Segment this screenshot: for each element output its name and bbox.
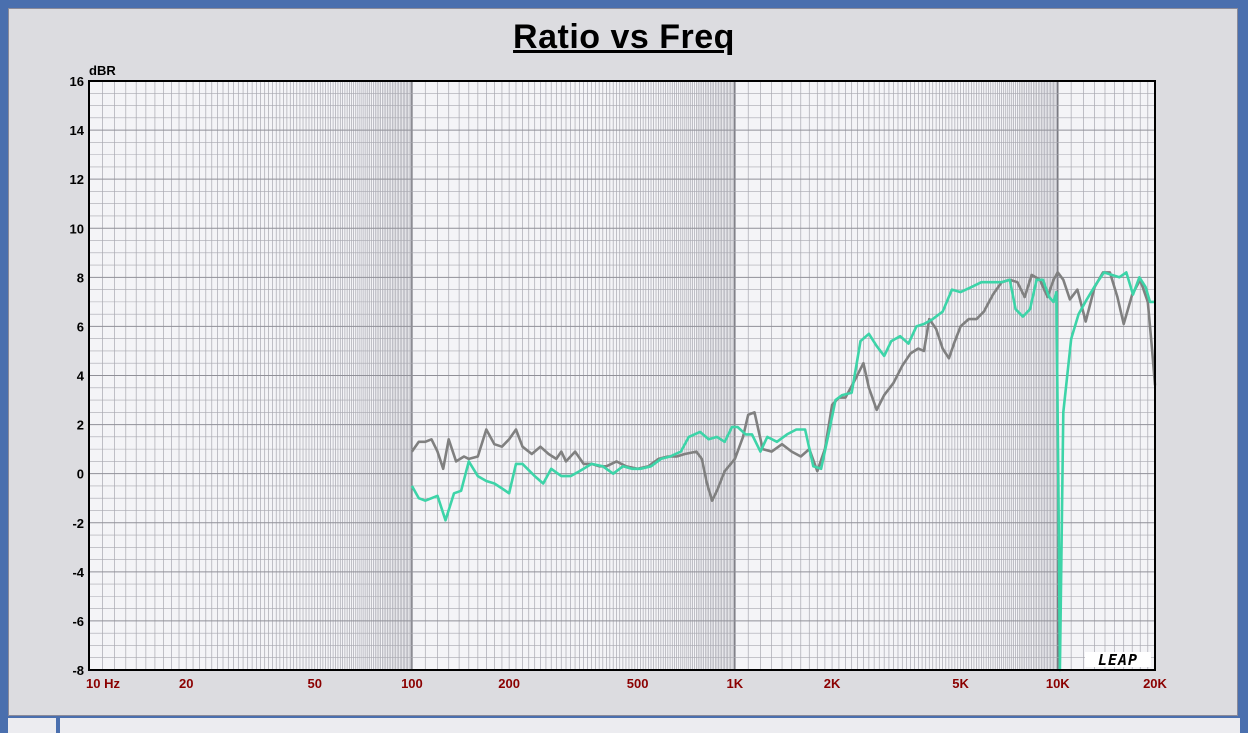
- x-tick-label: 20K: [1143, 676, 1167, 691]
- x-tick-label: 10K: [1046, 676, 1070, 691]
- y-tick-label: 6: [77, 319, 84, 334]
- x-tick-label: 20: [179, 676, 193, 691]
- x-tick-label: 1K: [727, 676, 744, 691]
- series-line-1: [410, 271, 1157, 502]
- logo-background: [1085, 652, 1151, 667]
- y-tick-label: 14: [70, 123, 85, 138]
- bottom-strip: [8, 718, 1240, 733]
- logo-text: LEAP: [1098, 651, 1138, 669]
- y-tick-label: 0: [77, 467, 84, 482]
- y-tick-label: 2: [77, 418, 84, 433]
- y-tick-label: 4: [77, 369, 85, 384]
- x-tick-label: 50: [307, 676, 321, 691]
- x-tick-label: 2K: [824, 676, 841, 691]
- y-tick-label: 8: [77, 270, 84, 285]
- chart-title: Ratio vs Freq: [513, 18, 735, 56]
- y-tick-label: -2: [72, 516, 84, 531]
- y-tick-label: -8: [72, 663, 84, 678]
- y-axis-label: dBR: [89, 63, 116, 78]
- x-tick-label: 100: [401, 676, 423, 691]
- plot-frame: [88, 80, 1156, 671]
- series-layer: [410, 271, 1157, 672]
- leap-logo: LEAP: [1085, 651, 1151, 669]
- x-tick-label: 500: [627, 676, 649, 691]
- y-tick-label: -6: [72, 614, 84, 629]
- x-tick-label: 200: [498, 676, 520, 691]
- series-line-2: [410, 271, 1155, 672]
- y-tick-label: 16: [70, 74, 84, 89]
- y-tick-label: -4: [72, 565, 84, 580]
- bottom-strip-marker: [56, 718, 60, 733]
- y-tick-label: 10: [70, 221, 84, 236]
- x-tick-label: 5K: [952, 676, 969, 691]
- y-tick-label: 12: [70, 172, 84, 187]
- x-tick-label: 10 Hz: [86, 676, 120, 691]
